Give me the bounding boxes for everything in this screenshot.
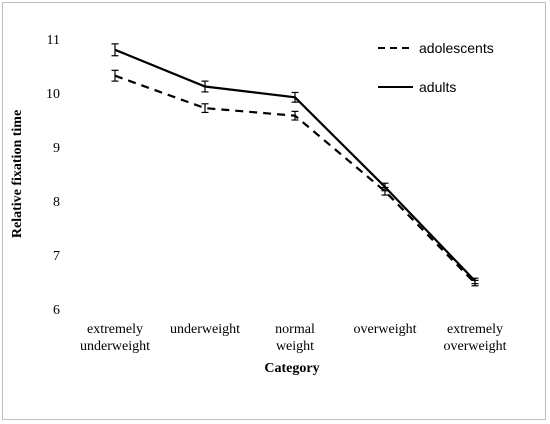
y-tick-label: 6	[53, 303, 60, 318]
x-tick-label: overweight	[354, 322, 417, 337]
error-bar-adults	[471, 277, 479, 285]
error-bar-adolescents	[201, 103, 209, 114]
y-axis: 6 7 8 9 10 11	[46, 33, 60, 318]
y-axis-title: Relative fixation time	[10, 110, 25, 238]
error-bar-adults	[291, 91, 299, 103]
error-bar-adults	[201, 80, 209, 93]
series-layer	[111, 43, 479, 287]
x-tick-label: extremely underweight	[80, 322, 150, 354]
y-tick-label: 10	[46, 87, 60, 102]
x-tick-label: underweight	[170, 322, 240, 337]
series-line-adolescents	[114, 74, 476, 284]
legend: adolescents adults	[378, 40, 494, 95]
x-tick-label: extremely overweight	[444, 322, 507, 354]
error-bar-adolescents	[291, 110, 299, 121]
y-tick-label: 9	[53, 141, 60, 156]
x-axis-title: Category	[264, 361, 319, 376]
error-bar-adults	[381, 182, 389, 192]
error-bar-adults	[111, 43, 119, 57]
x-tick-label: normal weight	[275, 322, 315, 354]
legend-label-adolescents: adolescents	[419, 40, 494, 56]
chart-frame	[2, 2, 546, 420]
y-tick-label: 8	[53, 195, 60, 210]
error-bar-adolescents	[111, 69, 119, 82]
legend-label-adults: adults	[419, 79, 456, 95]
y-tick-label: 11	[47, 33, 60, 48]
x-axis: extremely underweight underweight normal wei…	[80, 322, 507, 354]
y-tick-label: 7	[53, 249, 60, 264]
